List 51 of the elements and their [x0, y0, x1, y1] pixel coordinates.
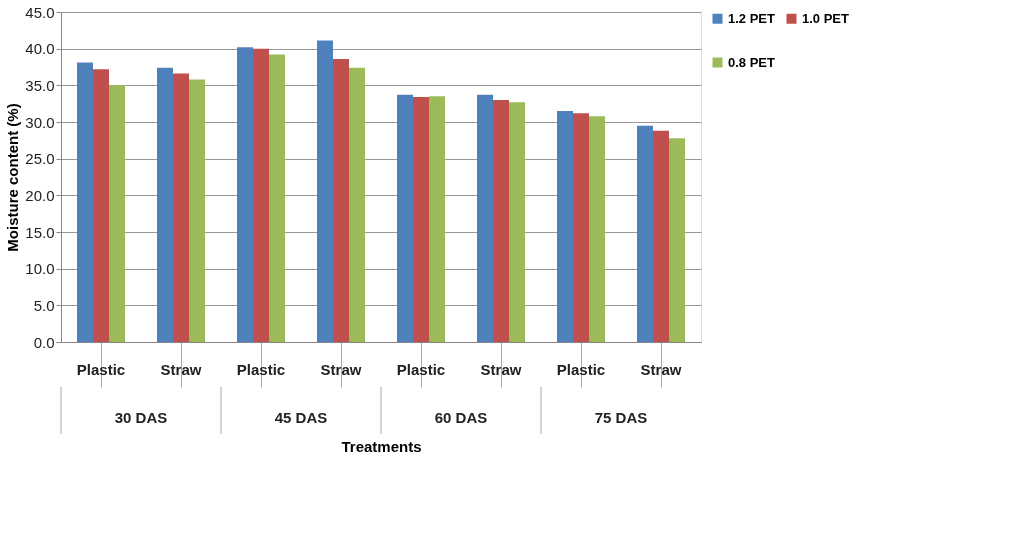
bar — [509, 102, 525, 342]
y-tick-label: 15.0 — [25, 223, 55, 241]
bar — [157, 67, 173, 342]
y-tick-label: 45.0 — [25, 3, 55, 21]
bar — [253, 48, 269, 342]
text: 60 DAS — [434, 409, 488, 426]
y-tick-label: 40.0 — [25, 40, 55, 58]
bar — [589, 116, 605, 342]
y-tick-label: 0.0 — [33, 333, 55, 351]
legend-label: 0.8 PET — [728, 54, 776, 70]
bar — [333, 58, 349, 342]
x-tick-label: Straw — [160, 360, 202, 378]
y-tick-label: 5.0 — [33, 296, 55, 314]
text: 75 DAS — [594, 409, 648, 426]
legend-label: 1.2 PET — [728, 10, 776, 26]
bar — [429, 96, 445, 342]
x-axis-title: Treatments — [341, 438, 422, 455]
bar — [237, 47, 253, 342]
bar — [173, 73, 189, 342]
x-tick-label: Plastic — [236, 360, 286, 378]
x-tick-label: Straw — [640, 360, 682, 378]
x-tick-label: Plastic — [76, 360, 126, 378]
y-axis-title: Moisture content (%) — [4, 103, 22, 252]
bar — [77, 62, 93, 342]
bar — [653, 130, 669, 342]
legend-label: 1.0 PET — [802, 10, 850, 26]
bar — [109, 85, 125, 342]
bar — [189, 79, 205, 342]
bar — [493, 100, 509, 342]
bar — [269, 54, 285, 342]
y-tick-label: 30.0 — [25, 113, 55, 131]
x-tick-label: Plastic — [396, 360, 446, 378]
bar — [397, 94, 413, 342]
x-tick-label: Straw — [480, 360, 522, 378]
bar — [669, 138, 685, 342]
bar — [317, 40, 333, 342]
y-tick-label: 20.0 — [25, 186, 55, 204]
bar — [573, 113, 589, 342]
bar — [413, 97, 429, 342]
x-tick-label: Straw — [320, 360, 362, 378]
bar — [477, 94, 493, 342]
text: 30 DAS — [114, 409, 168, 426]
bar — [557, 111, 573, 342]
bar — [349, 67, 365, 342]
text: 45 DAS — [274, 409, 328, 426]
bar — [93, 69, 109, 342]
y-tick-label: 10.0 — [25, 260, 55, 278]
x-tick-label: Plastic — [556, 360, 606, 378]
y-tick-label: 35.0 — [25, 76, 55, 94]
y-tick-label: 25.0 — [25, 150, 55, 168]
bar — [637, 125, 653, 342]
